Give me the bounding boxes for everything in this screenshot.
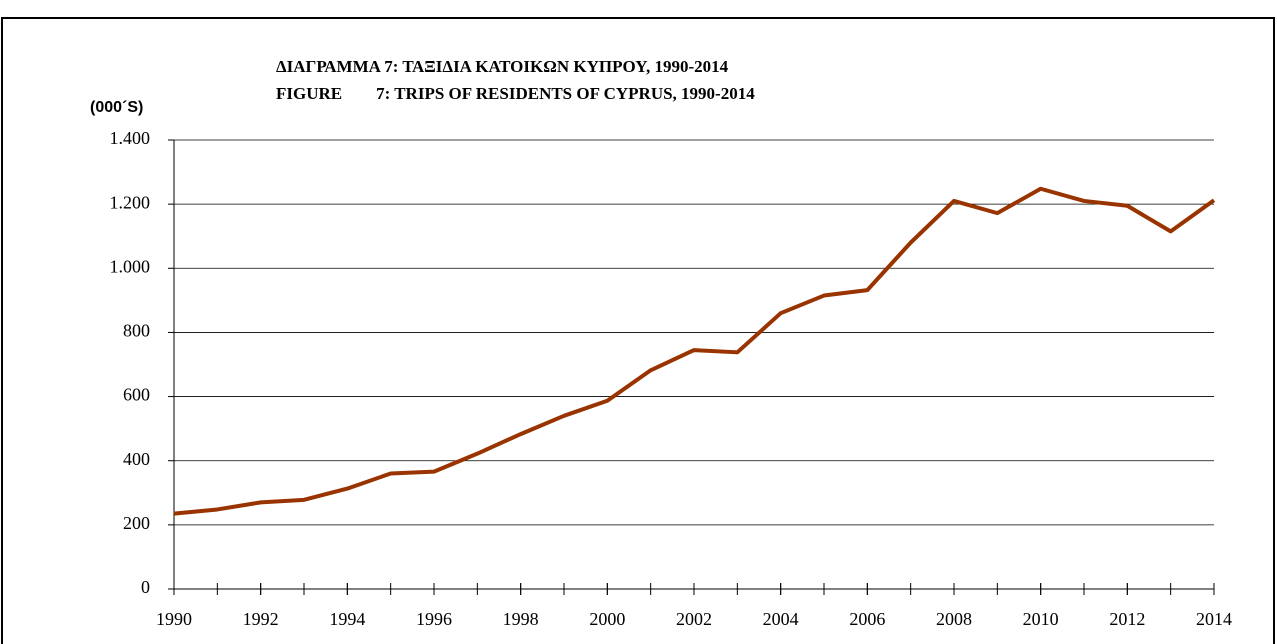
x-tick-label: 2008 [936,609,972,629]
y-tick-label: 200 [123,513,150,533]
y-tick-label: 1.200 [110,192,151,212]
y-tick-label: 0 [141,577,150,597]
x-tick-label: 2004 [763,609,799,629]
chart-title: ΔΙΑΓΡΑΜΜΑ 7: ΤΑΞΙΔΙΑ ΚΑΤΟΙΚΩΝ ΚΥΠΡΟΥ, 19… [276,57,729,76]
x-tick-label: 2012 [1109,609,1145,629]
x-tick-label: 2002 [676,609,712,629]
x-tick-label: 2014 [1196,609,1232,629]
x-tick-label: 1998 [503,609,539,629]
x-tick-label: 2010 [1023,609,1059,629]
y-tick-label: 400 [123,449,150,469]
y-tick-label: 1.400 [110,128,151,148]
frame [1,17,1275,644]
x-tick-label: 1996 [416,609,452,629]
x-tick-label: 2000 [589,609,625,629]
x-tick-label: 1992 [243,609,279,629]
y-tick-label: 600 [123,385,150,405]
chart-subtitle: FIGURE 7: TRIPS OF RESIDENTS OF CYPRUS, … [276,84,755,103]
x-tick-label: 1990 [156,609,192,629]
y-axis-label: (000´S) [90,99,143,116]
y-tick-label: 800 [123,321,150,341]
x-tick-label: 1994 [329,609,365,629]
y-tick-label: 1.000 [110,256,151,276]
x-tick-label: 2006 [849,609,885,629]
line-series [173,186,1216,516]
